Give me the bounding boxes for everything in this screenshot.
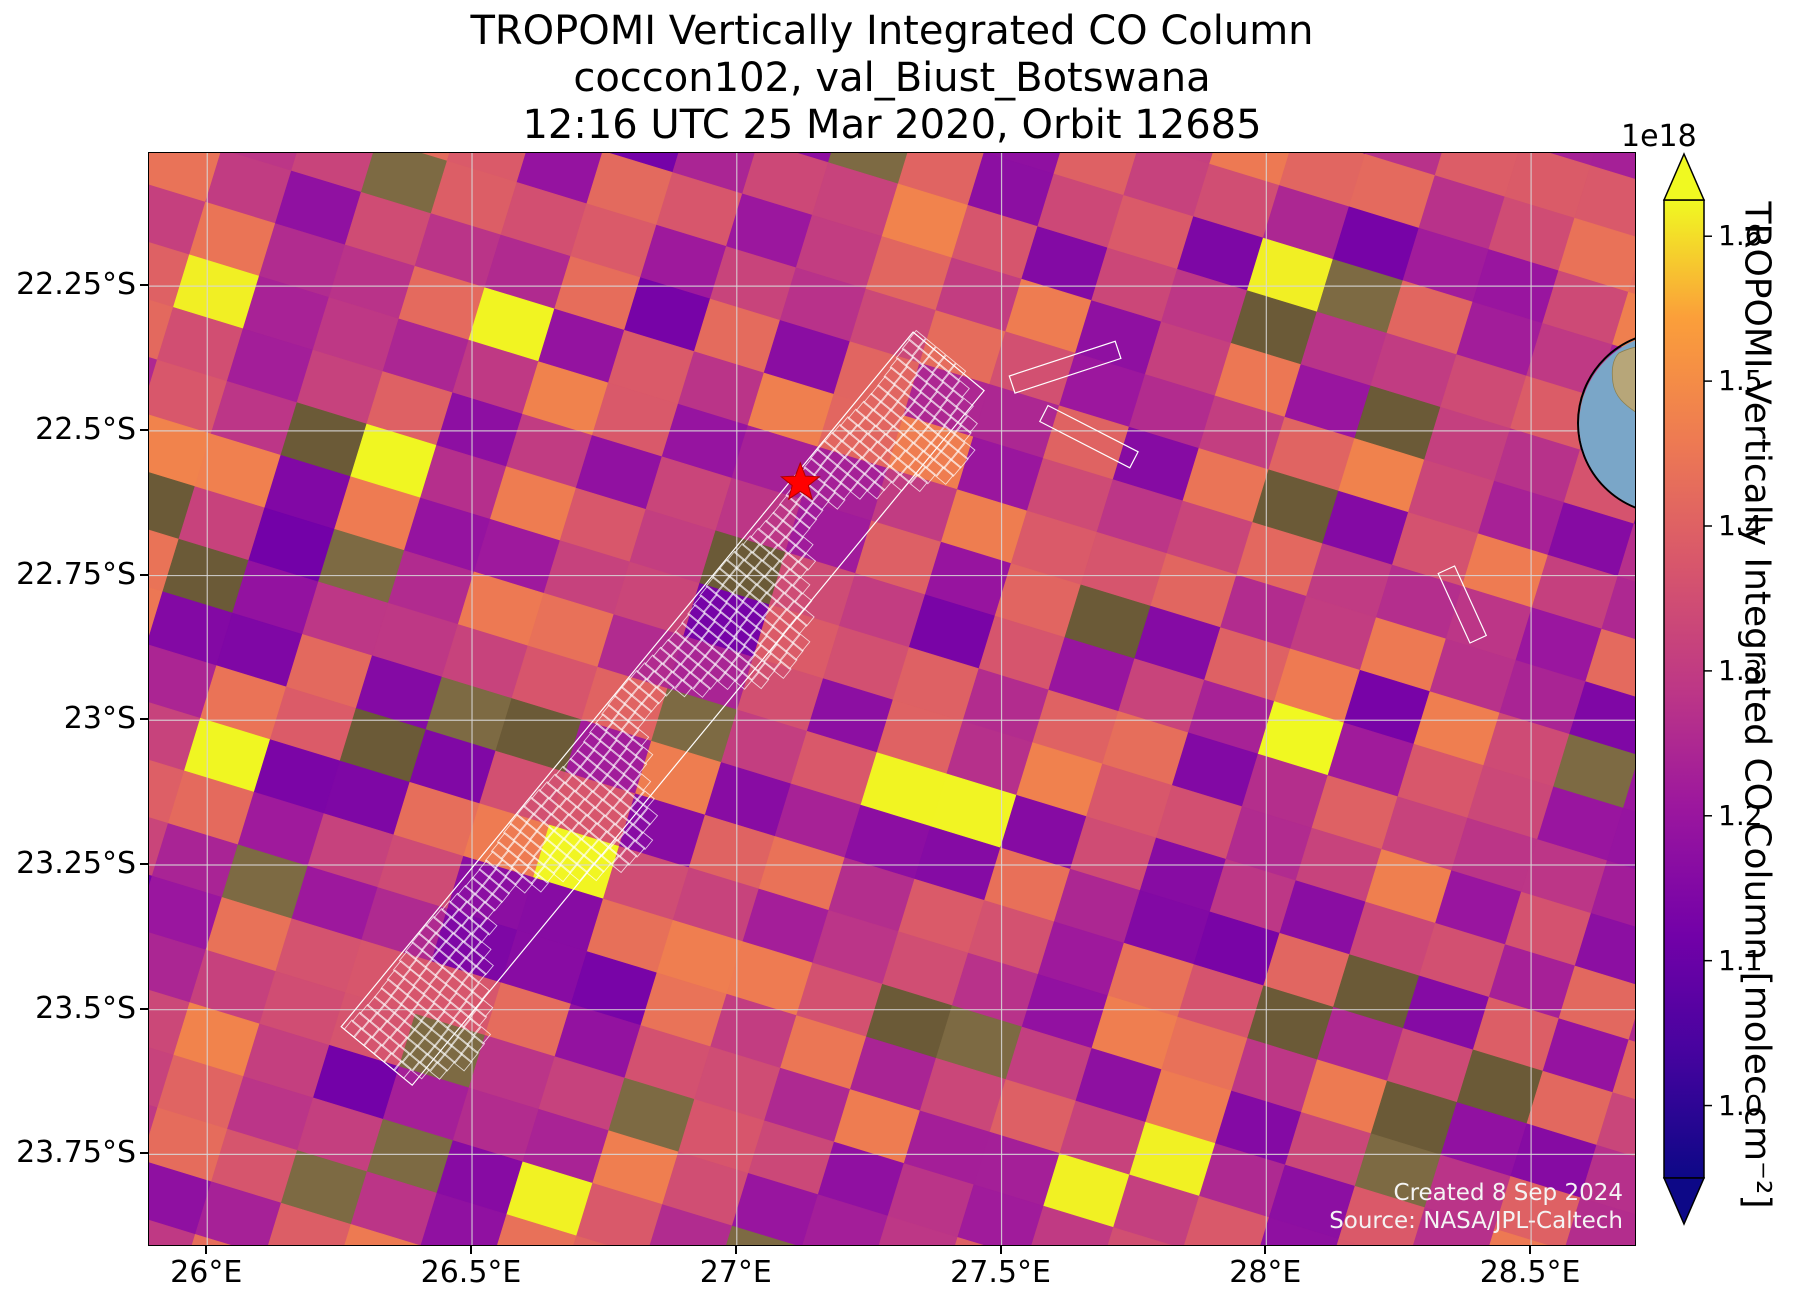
x-tick-label: 26°E — [170, 1256, 242, 1290]
y-tick-mark — [140, 1152, 148, 1154]
colorbar-extend-min — [1664, 1178, 1704, 1224]
y-tick-mark — [140, 1008, 148, 1010]
y-tick-mark — [140, 863, 148, 865]
x-tick-label: 28.5°E — [1480, 1256, 1581, 1290]
colorbar-gradient — [1664, 200, 1704, 1178]
x-tick-mark — [470, 1246, 472, 1254]
x-tick-label: 27.5°E — [950, 1256, 1051, 1290]
x-tick-mark — [1000, 1246, 1002, 1254]
colorbar-title: TROPOMI Vertically Integrated CO Column … — [1737, 201, 1778, 1208]
y-tick-mark — [140, 284, 148, 286]
y-tick-label: 22.25°S — [16, 268, 136, 302]
map-panel: Created 8 Sep 2024 Source: NASA/JPL-Calt… — [148, 152, 1636, 1246]
x-tick-mark — [1529, 1246, 1531, 1254]
created-date-text: Created 8 Sep 2024 — [1329, 1179, 1623, 1207]
map-title-line-1: TROPOMI Vertically Integrated CO Column — [148, 8, 1636, 54]
x-tick-label: 26.5°E — [421, 1256, 522, 1290]
x-tick-label: 28°E — [1229, 1256, 1301, 1290]
colorbar — [1652, 148, 1716, 1308]
y-tick-label: 23.5°S — [35, 992, 136, 1026]
y-tick-mark — [140, 574, 148, 576]
x-tick-mark — [1264, 1246, 1266, 1254]
y-tick-label: 22.75°S — [16, 558, 136, 592]
map-credits: Created 8 Sep 2024 Source: NASA/JPL-Calt… — [1329, 1179, 1623, 1235]
x-tick-mark — [735, 1246, 737, 1254]
y-tick-mark — [140, 718, 148, 720]
tropomi-pixel-grid — [149, 153, 1636, 1246]
y-tick-label: 23.25°S — [16, 847, 136, 881]
y-tick-label: 23.75°S — [16, 1136, 136, 1170]
y-tick-label: 23°S — [64, 702, 136, 736]
colorbar-extend-max — [1664, 154, 1704, 200]
x-tick-label: 27°E — [700, 1256, 772, 1290]
y-tick-label: 22.5°S — [35, 413, 136, 447]
source-credit-text: Source: NASA/JPL-Caltech — [1329, 1207, 1623, 1235]
y-tick-mark — [140, 429, 148, 431]
x-tick-mark — [205, 1246, 207, 1254]
map-title-line-3: 12:16 UTC 25 Mar 2020, Orbit 12685 — [148, 102, 1636, 148]
map-title-line-2: coccon102, val_Biust_Botswana — [148, 55, 1636, 101]
co-column-map — [149, 153, 1636, 1246]
